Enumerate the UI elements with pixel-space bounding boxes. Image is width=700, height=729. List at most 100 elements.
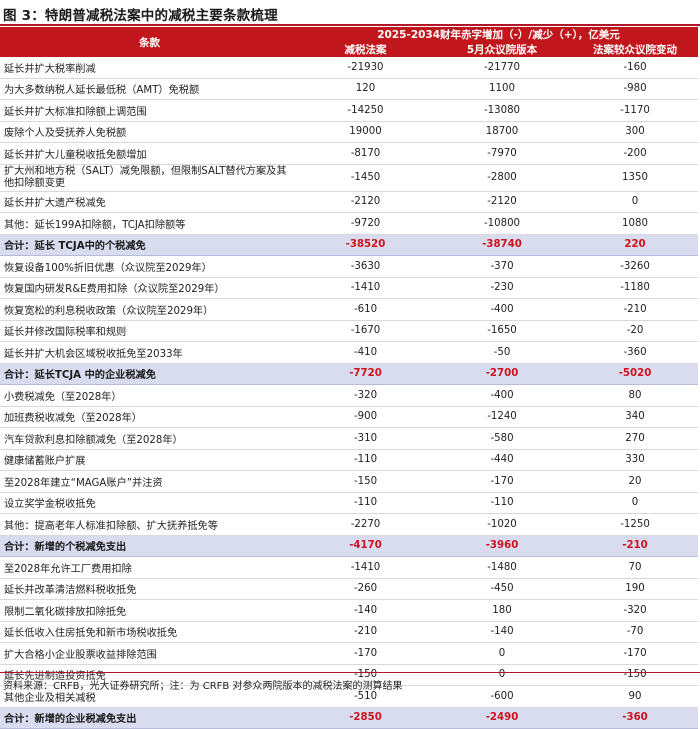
header-deficit-span: 2025-2034财年赤字增加（-）/减少（+），亿美元	[299, 27, 699, 42]
row-label: 其他：延长199A扣除额，TCJA扣除额等	[0, 212, 299, 235]
table-row: 小费税减免（至2028年） -320 -400 80	[0, 384, 699, 407]
value-house: -110	[432, 492, 572, 514]
value-bill: -310	[299, 427, 432, 450]
table-body: 延长并扩大税率削减 -21930 -21770 -160 为大多数纳税人延长最低税（AM…	[0, 57, 699, 729]
table-row: 延长并扩大遗产税减免 -2120 -2120 0	[0, 191, 699, 213]
value-change: 340	[572, 406, 699, 428]
value-bill: -150	[299, 470, 432, 493]
value-house: -50	[432, 341, 572, 364]
value-change: 270	[572, 427, 699, 450]
table-row: 延长并扩大机会区域税收抵免至2033年 -410 -50 -360	[0, 341, 699, 364]
row-label: 延长并修改国际税率和规则	[0, 320, 299, 342]
table-row: 加班费税收减免（至2028年） -900 -1240 340	[0, 406, 699, 428]
row-label: 健康储蓄账户扩展	[0, 449, 299, 471]
subtotal-row: 合计：新增的企业税减免支出 -2850 -2490 -360	[0, 707, 699, 729]
table-row: 限制二氧化碳排放扣除抵免 -140 180 -320	[0, 599, 699, 622]
footer-divider	[0, 672, 700, 673]
table-row: 延长并扩大儿童税收抵免额增加 -8170 -7970 -200	[0, 142, 699, 165]
value-house: 1100	[432, 78, 572, 100]
value-bill: -1410	[299, 556, 432, 579]
row-label: 延长并扩大儿童税收抵免额增加	[0, 142, 299, 165]
value-change: -160	[572, 57, 699, 79]
value-bill: -9720	[299, 212, 432, 235]
value-change: 1080	[572, 212, 699, 235]
value-house: -170	[432, 470, 572, 493]
tax-provisions-table: 条款 2025-2034财年赤字增加（-）/减少（+），亿美元 减税法案 5月众…	[0, 27, 699, 729]
value-house: -2800	[432, 164, 572, 192]
value-bill: -2850	[299, 707, 432, 729]
row-label: 延长先进制造投资抵免	[0, 664, 299, 686]
row-label: 至2028年建立“MAGA账户”并注资	[0, 470, 299, 493]
row-label: 废除个人及受抚养人免税额	[0, 121, 299, 143]
table-row: 为大多数纳税人延长最低税（AMT）免税额 120 1100 -980	[0, 78, 699, 100]
table-row: 废除个人及受抚养人免税额 19000 18700 300	[0, 121, 699, 143]
value-bill: -170	[299, 642, 432, 665]
row-label: 小费税减免（至2028年）	[0, 384, 299, 407]
value-bill: -3630	[299, 255, 432, 278]
value-house: 0	[432, 642, 572, 665]
value-change: -210	[572, 298, 699, 321]
value-house: -3960	[432, 535, 572, 557]
row-label: 其他：提高老年人标准扣除额、扩大抚养抵免等	[0, 513, 299, 536]
subtotal-row: 合计：新增的个税减免支出 -4170 -3960 -210	[0, 535, 699, 557]
source-note: 资料来源：CRFB，光大证券研究所；注：为 CRFB 对参众两院版本的减税法案的…	[3, 681, 403, 692]
table-row: 汽车贷款利息扣除额减免（至2028年） -310 -580 270	[0, 427, 699, 450]
row-label: 延长并扩大机会区域税收抵免至2033年	[0, 341, 299, 364]
value-house: -370	[432, 255, 572, 278]
value-house: -21770	[432, 57, 572, 79]
value-change: -5020	[572, 363, 699, 385]
row-label: 恢复宽松的利息税收政策（众议院至2029年）	[0, 298, 299, 321]
value-change: 220	[572, 234, 699, 256]
row-label: 合计：新增的个税减免支出	[0, 535, 299, 557]
value-house: -600	[432, 685, 572, 708]
row-label: 恢复国内研发R&E费用扣除（众议院至2029年）	[0, 277, 299, 299]
value-change: -170	[572, 642, 699, 665]
value-house: -440	[432, 449, 572, 471]
header-provision: 条款	[0, 27, 299, 57]
value-change: -360	[572, 707, 699, 729]
value-bill: -140	[299, 599, 432, 622]
value-bill: -1450	[299, 164, 432, 192]
table-row: 健康储蓄账户扩展 -110 -440 330	[0, 449, 699, 471]
row-label: 延长低收入住房抵免和新市场税收抵免	[0, 621, 299, 643]
table-row: 其他：提高老年人标准扣除额、扩大抚养抵免等 -2270 -1020 -1250	[0, 513, 699, 536]
table-row: 恢复宽松的利息税收政策（众议院至2029年） -610 -400 -210	[0, 298, 699, 321]
value-change: -980	[572, 78, 699, 100]
row-label: 延长并扩大遗产税减免	[0, 191, 299, 213]
value-house: -2490	[432, 707, 572, 729]
row-label: 合计：延长TCJA 中的企业税减免	[0, 363, 299, 385]
row-label: 加班费税收减免（至2028年）	[0, 406, 299, 428]
table-row: 恢复设备100%折旧优惠（众议院至2029年） -3630 -370 -3260	[0, 255, 699, 278]
row-label: 延长并扩大税率削减	[0, 57, 299, 79]
value-bill: 120	[299, 78, 432, 100]
value-change: -70	[572, 621, 699, 643]
value-change: -210	[572, 535, 699, 557]
value-change: 0	[572, 191, 699, 213]
value-change: -3260	[572, 255, 699, 278]
value-house: -10800	[432, 212, 572, 235]
table-row: 延长并扩大标准扣除额上调范围 -14250 -13080 -1170	[0, 99, 699, 122]
value-change: 300	[572, 121, 699, 143]
table-row: 至2028年建立“MAGA账户”并注资 -150 -170 20	[0, 470, 699, 493]
value-change: 80	[572, 384, 699, 407]
value-house: -580	[432, 427, 572, 450]
value-house: -1480	[432, 556, 572, 579]
subtotal-row: 合计：延长TCJA 中的企业税减免 -7720 -2700 -5020	[0, 363, 699, 385]
value-change: -1180	[572, 277, 699, 299]
value-change: 330	[572, 449, 699, 471]
value-bill: -150	[299, 664, 432, 686]
table-row: 延长低收入住房抵免和新市场税收抵免 -210 -140 -70	[0, 621, 699, 643]
value-change: 70	[572, 556, 699, 579]
value-change: -320	[572, 599, 699, 622]
value-bill: 19000	[299, 121, 432, 143]
value-bill: -610	[299, 298, 432, 321]
value-house: -400	[432, 384, 572, 407]
value-change: -1170	[572, 99, 699, 122]
value-bill: -2120	[299, 191, 432, 213]
row-label: 扩大合格小企业股票收益排除范围	[0, 642, 299, 665]
value-house: -450	[432, 578, 572, 600]
value-house: 180	[432, 599, 572, 622]
value-bill: -14250	[299, 99, 432, 122]
value-change: -20	[572, 320, 699, 342]
